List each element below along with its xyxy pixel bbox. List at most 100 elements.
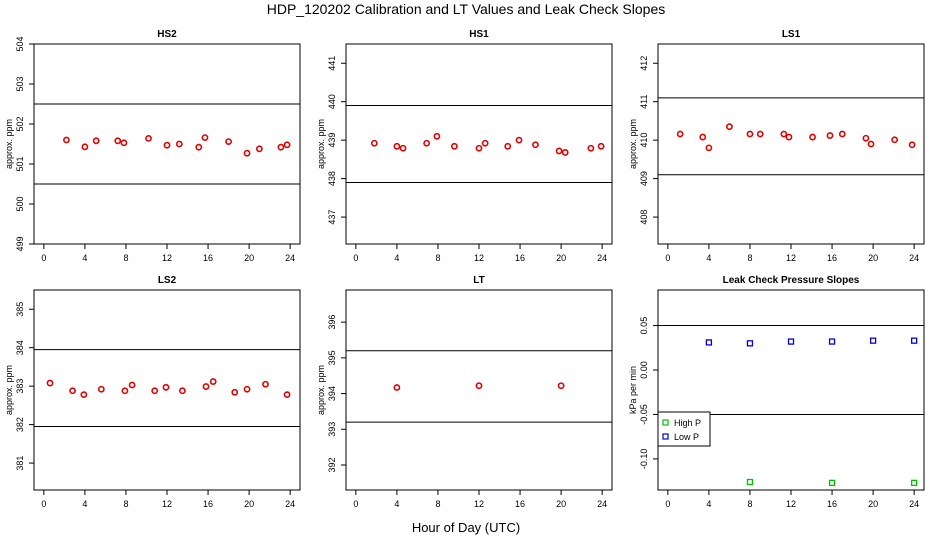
y-axis-label: approx. ppm <box>4 119 14 169</box>
x-tick-label: 20 <box>244 253 254 263</box>
panel-title: Leak Check Pressure Slopes <box>723 275 860 286</box>
data-point <box>450 142 458 150</box>
data-point <box>370 139 378 147</box>
data-point <box>908 141 916 149</box>
y-tick-label: 411 <box>639 95 649 109</box>
data-point <box>867 140 875 148</box>
y-tick-label: 394 <box>327 386 337 401</box>
legend: High P Low P <box>657 411 711 447</box>
data-point <box>746 340 754 347</box>
x-tick-label: 0 <box>353 253 358 263</box>
data-point <box>504 142 512 150</box>
y-tick-label: 439 <box>327 133 337 148</box>
data-point <box>869 337 877 344</box>
data-point <box>699 133 707 141</box>
data-point <box>145 134 152 142</box>
data-point <box>515 136 523 144</box>
plot-frame <box>345 289 613 491</box>
panel-1: HS1 0 4 8 12 16 20 24 437 438 439 440 441 approx. ppm <box>316 29 613 263</box>
x-tick-label: 16 <box>827 499 837 509</box>
data-point <box>178 387 186 395</box>
data-point <box>114 137 122 145</box>
y-tick-label: 412 <box>639 56 649 71</box>
plot-frame <box>657 43 925 245</box>
y-tick-label: 438 <box>327 171 337 186</box>
x-tick-label: 0 <box>41 253 46 263</box>
y-tick-label: 504 <box>15 36 25 51</box>
data-point <box>862 134 870 142</box>
data-point <box>195 143 203 151</box>
x-tick-label: 16 <box>203 253 213 263</box>
x-tick-label: 20 <box>868 499 878 509</box>
y-tick-label: 0.05 <box>639 317 649 335</box>
x-tick-label: 24 <box>285 499 295 509</box>
y-tick-label: 409 <box>639 171 649 186</box>
data-point <box>262 380 269 388</box>
data-point <box>555 147 563 155</box>
x-tick-label: 20 <box>868 253 878 263</box>
y-tick-label: 381 <box>15 456 25 471</box>
y-tick-label: 501 <box>15 156 25 171</box>
data-point <box>597 142 605 150</box>
x-tick-label: 20 <box>556 499 566 509</box>
data-point <box>243 385 251 393</box>
x-tick-label: 12 <box>474 253 484 263</box>
y-tick-label: 395 <box>327 350 337 365</box>
x-tick-label: 12 <box>162 499 172 509</box>
data-point <box>828 479 836 487</box>
data-point <box>80 391 88 399</box>
x-tick-label: 24 <box>909 499 919 509</box>
panel-2: LS1 0 4 8 12 16 20 24 408 409 410 411 412 approx. ppm <box>628 29 925 263</box>
data-point <box>97 385 105 393</box>
x-tick-label: 24 <box>909 253 919 263</box>
data-point <box>838 130 846 138</box>
plot-frame <box>657 289 925 491</box>
data-point <box>746 130 754 138</box>
panel-3: LS2 0 4 8 12 16 20 24 381 382 383 384 385 approx. ppm <box>4 275 301 509</box>
y-tick-label: 441 <box>327 56 337 71</box>
y-tick-label: 499 <box>15 236 25 251</box>
data-point <box>202 383 210 390</box>
panel-title: HS1 <box>469 29 489 40</box>
x-tick-label: 16 <box>515 253 525 263</box>
data-point <box>726 123 733 131</box>
data-point <box>891 136 899 144</box>
data-point <box>69 387 76 395</box>
y-axis-label: kPa per min <box>628 366 638 414</box>
data-point <box>780 130 788 138</box>
x-tick-label: 0 <box>665 253 670 263</box>
data-point <box>255 145 263 153</box>
panels-group: HS2 0 4 8 12 16 20 24 499 500 501 502 503 504 approx. … <box>4 29 925 509</box>
x-tick-label: 12 <box>786 253 796 263</box>
data-point <box>746 478 754 486</box>
data-point <box>243 149 251 157</box>
data-point <box>785 133 793 141</box>
data-point <box>705 339 713 346</box>
panel-title: LS1 <box>782 29 801 40</box>
data-point <box>92 137 100 145</box>
data-point <box>283 141 291 149</box>
data-point <box>81 143 89 151</box>
data-point <box>231 388 239 396</box>
x-tick-label: 4 <box>394 253 399 263</box>
x-tick-label: 0 <box>353 499 358 509</box>
data-point <box>121 387 129 395</box>
data-point <box>828 338 836 345</box>
data-point <box>175 140 183 148</box>
y-axis-label: approx. ppm <box>316 365 326 415</box>
legend-marker <box>662 433 669 440</box>
data-point <box>209 378 217 385</box>
panel-title: LS2 <box>158 275 177 286</box>
x-tick-label: 8 <box>747 253 752 263</box>
data-point <box>151 387 159 395</box>
data-point <box>163 141 171 149</box>
y-tick-label: -0.10 <box>639 449 649 470</box>
panel-0: HS2 0 4 8 12 16 20 24 499 500 501 502 503 504 approx. … <box>4 29 301 263</box>
data-point <box>756 130 764 138</box>
y-tick-label: 385 <box>15 302 25 317</box>
data-point <box>705 144 713 152</box>
data-point <box>826 132 834 139</box>
y-tick-label: 393 <box>327 422 337 437</box>
data-point <box>910 479 918 487</box>
data-point <box>809 133 816 141</box>
